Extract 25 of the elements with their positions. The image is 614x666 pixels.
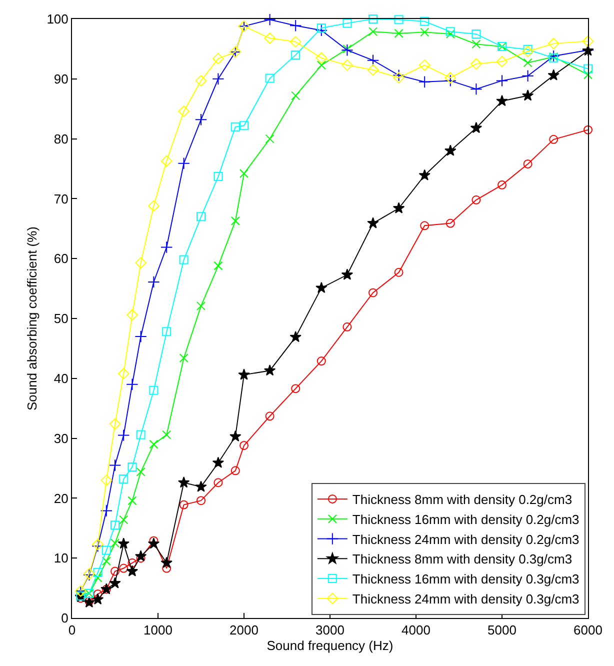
legend-label: Thickness 24mm with density 0.2g/cm3 xyxy=(352,532,580,547)
x-tick-label: 4000 xyxy=(402,622,430,638)
y-tick-label: 50 xyxy=(54,311,68,326)
legend-label: Thickness 8mm with density 0.3g/cm3 xyxy=(352,552,572,567)
x-tick-label: 6000 xyxy=(574,622,602,638)
legend-label: Thickness 16mm with density 0.2g/cm3 xyxy=(352,512,580,527)
y-tick-label: 40 xyxy=(54,370,68,386)
y-tick-label: 30 xyxy=(54,430,68,446)
y-tick-label: 10 xyxy=(54,550,68,566)
x-axis-title: Sound frequency (Hz) xyxy=(266,638,394,654)
y-tick-label: 0 xyxy=(61,610,68,626)
y-tick-label: 100 xyxy=(46,12,68,27)
x-tick-label: 1000 xyxy=(144,622,172,638)
legend-label: Thickness 16mm with density 0.3g/cm3 xyxy=(352,572,580,587)
y-tick-label: 60 xyxy=(54,251,68,266)
legend-label: Thickness 24mm with density 0.3g/cm3 xyxy=(352,592,580,607)
y-tick-label: 80 xyxy=(54,131,68,146)
y-tick-label: 20 xyxy=(54,490,68,506)
y-axis-title: Sound absorbing coefficient (%) xyxy=(24,226,40,411)
y-tick-label: 70 xyxy=(54,191,68,206)
x-tick-label: 5000 xyxy=(488,622,516,638)
legend-label: Thickness 8mm with density 0.2g/cm3 xyxy=(352,492,572,508)
y-tick-label: 90 xyxy=(54,71,68,86)
x-tick-label: 3000 xyxy=(316,622,344,638)
x-tick-label: 2000 xyxy=(230,622,258,638)
